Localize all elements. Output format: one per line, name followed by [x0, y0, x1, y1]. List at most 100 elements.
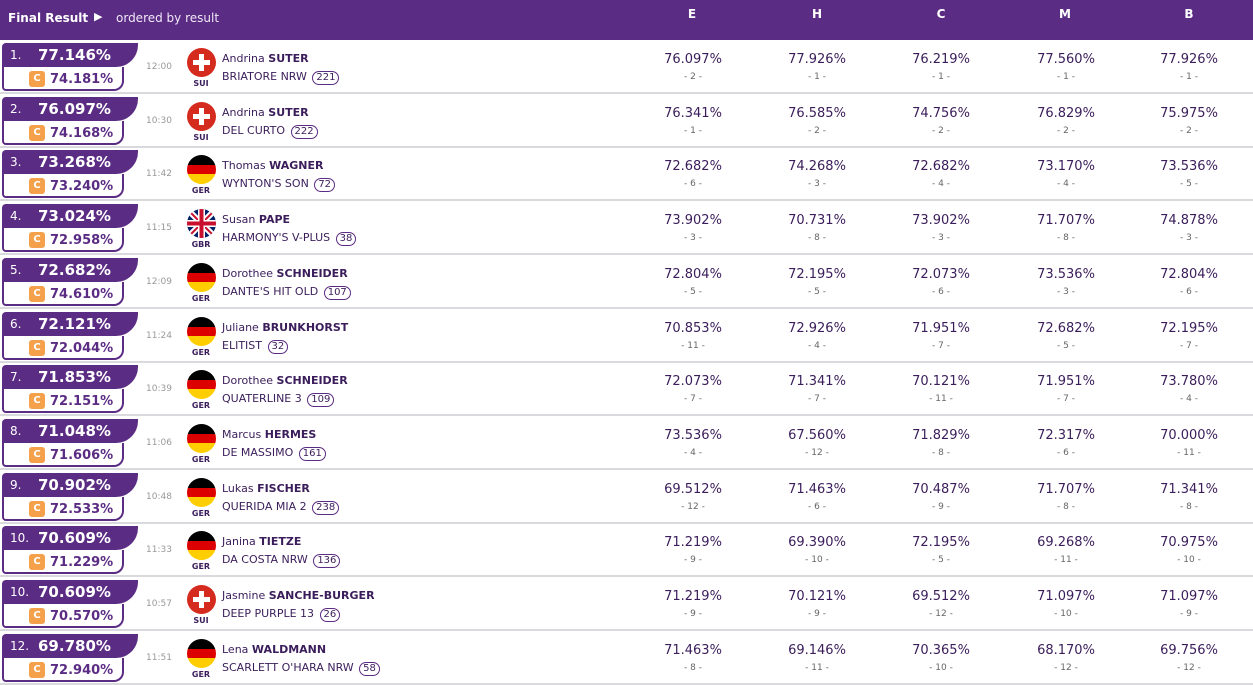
- result-row[interactable]: 4. 73.024% C 72.958% 11:15 GBR Susan PAPE HARMO…: [0, 203, 1253, 256]
- horse-name[interactable]: BRIATORE NRW 221: [222, 70, 340, 85]
- result-row[interactable]: 5. 72.682% C 74.610% 12:09 GER Dorothee SCHNEI…: [0, 256, 1253, 309]
- rank: 1.: [10, 48, 22, 62]
- result-row[interactable]: 9. 70.902% C 72.533% 10:48 GER Lukas FISCHER QU…: [0, 471, 1253, 524]
- rider-name[interactable]: Jasmine SANCHE-BURGER: [222, 589, 375, 602]
- judge-score: 71.219%: [664, 535, 722, 551]
- secondary-score-badge: C 73.240%: [2, 174, 124, 199]
- horse-name[interactable]: DEL CURTO 222: [222, 124, 318, 139]
- horse-number: 222: [290, 124, 318, 139]
- horse-label: QUERIDA MIA 2: [222, 499, 307, 513]
- result-row[interactable]: 2. 76.097% C 74.168% 10:30 SUI Andrina SUTER DE…: [0, 95, 1253, 148]
- total-score: 71.853%: [38, 368, 111, 387]
- result-row[interactable]: 8. 71.048% C 71.606% 11:06 GER Marcus HERMES DE…: [0, 417, 1253, 470]
- total-score-badge: 10. 70.609%: [2, 526, 138, 551]
- rider-last-name: WAGNER: [269, 159, 324, 173]
- rider-name[interactable]: Dorothee SCHNEIDER: [222, 374, 348, 387]
- judge-rank: - 6 -: [684, 179, 702, 190]
- nation-code: GER: [191, 401, 211, 411]
- result-row[interactable]: 1. 77.146% C 74.181% 12:00 SUI Andrina SUTER BR…: [0, 42, 1253, 94]
- judge-score: 72.804%: [664, 266, 722, 282]
- horse-name[interactable]: QUERIDA MIA 2 238: [222, 499, 340, 515]
- result-row[interactable]: 12. 69.780% C 72.940% 11:51 GER Lena WALDMANN S…: [0, 632, 1253, 685]
- rank: 6.: [10, 316, 22, 331]
- judge-score: 70.365%: [912, 642, 970, 658]
- judge-rank: - 6 -: [808, 501, 826, 512]
- total-score-badge: 4. 73.024%: [2, 204, 138, 229]
- total-score-badge: 7. 71.853%: [2, 365, 138, 390]
- judge-score: 73.902%: [912, 213, 970, 229]
- result-row[interactable]: 3. 73.268% C 73.240% 11:42 GER Thomas WAGNER WY…: [0, 149, 1253, 202]
- judge-rank: - 2 -: [684, 72, 702, 82]
- judge-score: 71.097%: [1037, 589, 1095, 604]
- rank: 10.: [10, 531, 30, 546]
- sui-flag-icon: [187, 48, 216, 77]
- rider-last-name: SCHNEIDER: [276, 374, 348, 388]
- horse-name[interactable]: DANTE'S HIT OLD 107: [222, 285, 351, 300]
- rider-name[interactable]: Andrina SUTER: [222, 106, 309, 119]
- result-row[interactable]: 10. 70.609% C 70.570% 10:57 SUI Jasmine SANCHE…: [0, 579, 1253, 631]
- total-score: 69.780%: [38, 636, 111, 655]
- rider-name[interactable]: Thomas WAGNER: [222, 159, 323, 172]
- judge-score: 70.975%: [1160, 535, 1218, 551]
- cup-icon: C: [29, 339, 45, 356]
- sui-flag-icon: [187, 101, 216, 131]
- rider-first-name: Lena: [222, 642, 249, 656]
- judge-rank: - 6 -: [932, 286, 950, 297]
- sui-flag-icon: [187, 585, 216, 614]
- horse-label: SCARLETT O'HARA NRW: [222, 660, 354, 674]
- nation-code: GER: [191, 293, 211, 303]
- horse-name[interactable]: SCARLETT O'HARA NRW 58: [222, 661, 380, 676]
- sort-order-label[interactable]: ordered by result: [116, 11, 220, 25]
- rider-name[interactable]: Dorothee SCHNEIDER: [222, 267, 348, 280]
- horse-number: 238: [312, 500, 340, 515]
- result-row[interactable]: 10. 70.609% C 71.229% 11:33 GER Janina TIETZE D…: [0, 525, 1253, 578]
- rank: 12.: [10, 638, 30, 653]
- judge-rank: - 6 -: [1057, 447, 1075, 458]
- judge-score: 71.463%: [788, 481, 846, 497]
- judge-score: 71.951%: [912, 320, 970, 336]
- horse-name[interactable]: HARMONY'S V-PLUS 38: [222, 231, 357, 247]
- judge-rank: - 10 -: [1177, 555, 1201, 566]
- cup-icon: C: [29, 608, 45, 624]
- judge-score: 74.756%: [912, 105, 970, 121]
- rider-name[interactable]: Andrina SUTER: [222, 52, 309, 65]
- judge-rank: - 1 -: [808, 72, 826, 82]
- horse-label: WYNTON'S SON: [222, 177, 309, 191]
- secondary-score-badge: C 72.940%: [2, 657, 124, 682]
- judge-rank: - 11 -: [805, 662, 829, 673]
- total-score-badge: 8. 71.048%: [2, 418, 138, 443]
- horse-name[interactable]: WYNTON'S SON 72: [222, 177, 336, 193]
- judge-score: 70.853%: [664, 320, 722, 336]
- rider-name[interactable]: Lukas FISCHER: [222, 482, 310, 495]
- rider-name[interactable]: Lena WALDMANN: [222, 643, 326, 656]
- rider-name[interactable]: Juliane BRUNKHORST: [222, 321, 348, 334]
- total-score: 73.268%: [38, 153, 111, 172]
- ger-flag-icon: [187, 477, 216, 507]
- horse-name[interactable]: DE MASSIMO 161: [222, 446, 326, 461]
- secondary-score-badge: C 74.181%: [2, 67, 124, 91]
- secondary-score-badge: C 72.044%: [2, 335, 124, 360]
- rider-first-name: Thomas: [222, 159, 266, 173]
- rider-name[interactable]: Janina TIETZE: [222, 535, 301, 548]
- rider-last-name: TIETZE: [259, 535, 302, 549]
- play-arrow-icon[interactable]: ▶: [94, 10, 103, 23]
- judge-rank: - 3 -: [684, 233, 702, 244]
- judge-rank: - 11 -: [929, 394, 953, 405]
- total-score: 72.121%: [38, 314, 111, 333]
- cup-icon: C: [29, 500, 45, 517]
- rider-name[interactable]: Susan PAPE: [222, 213, 290, 226]
- start-time: 11:51: [146, 652, 172, 663]
- nation-code: GER: [191, 347, 211, 357]
- judge-score: 77.926%: [788, 52, 846, 67]
- horse-name[interactable]: QUATERLINE 3 109: [222, 392, 335, 408]
- judge-rank: - 5 -: [1180, 179, 1198, 190]
- result-row[interactable]: 7. 71.853% C 72.151% 10:39 GER Dorothee SCHNEI…: [0, 364, 1253, 417]
- results-title: Final Result: [8, 11, 89, 25]
- rider-name[interactable]: Marcus HERMES: [222, 428, 316, 441]
- horse-label: BRIATORE NRW: [222, 70, 307, 83]
- horse-name[interactable]: DEEP PURPLE 13 26: [222, 607, 341, 622]
- horse-name[interactable]: ELITIST 32: [222, 339, 289, 354]
- result-row[interactable]: 6. 72.121% C 72.044% 11:24 GER Juliane BRUNKHO…: [0, 310, 1253, 363]
- horse-name[interactable]: DA COSTA NRW 136: [222, 553, 341, 569]
- judge-rank: - 11 -: [1177, 447, 1201, 458]
